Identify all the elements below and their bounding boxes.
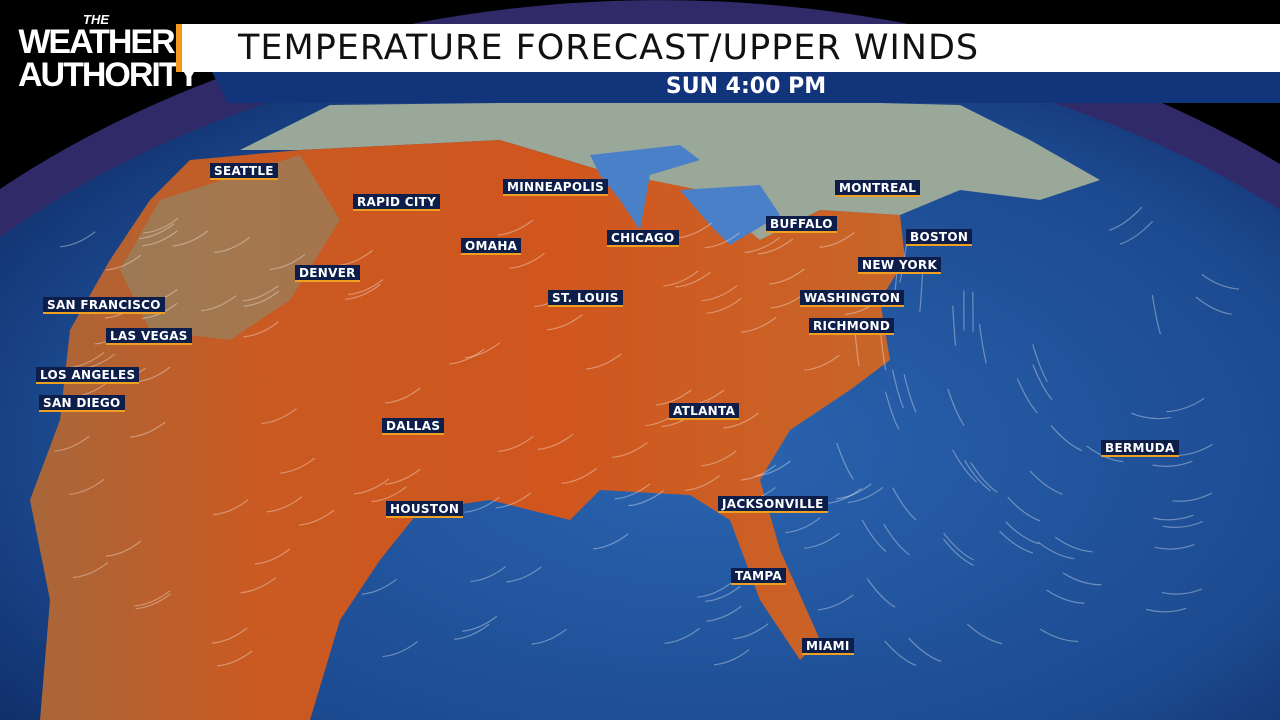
city-label-st-louis: ST. LOUIS xyxy=(548,290,623,307)
city-label-las-vegas: LAS VEGAS xyxy=(106,328,192,345)
city-label-san-francisco: SAN FRANCISCO xyxy=(43,297,165,314)
city-label-rapid-city: RAPID CITY xyxy=(353,194,440,211)
city-label-buffalo: BUFFALO xyxy=(766,216,837,233)
city-label-chicago: CHICAGO xyxy=(607,230,679,247)
city-label-montreal: MONTREAL xyxy=(835,180,920,197)
city-label-washington: WASHINGTON xyxy=(800,290,904,307)
city-label-minneapolis: MINNEAPOLIS xyxy=(503,179,608,196)
city-label-richmond: RICHMOND xyxy=(809,318,894,335)
city-label-san-diego: SAN DIEGO xyxy=(39,395,125,412)
city-label-los-angeles: LOS ANGELES xyxy=(36,367,139,384)
station-logo: THE WEATHER AUTHORITY xyxy=(18,14,174,91)
city-label-boston: BOSTON xyxy=(906,229,972,246)
city-label-new-york: NEW YORK xyxy=(858,257,941,274)
page-title: TEMPERATURE FORECAST/UPPER WINDS xyxy=(238,28,979,68)
city-label-seattle: SEATTLE xyxy=(210,163,278,180)
city-label-denver: DENVER xyxy=(295,265,360,282)
city-label-atlanta: ATLANTA xyxy=(669,403,739,420)
city-label-dallas: DALLAS xyxy=(382,418,444,435)
city-label-omaha: OMAHA xyxy=(461,238,521,255)
time-banner: SUN 4:00 PM xyxy=(212,72,1280,103)
city-label-tampa: TAMPA xyxy=(731,568,786,585)
city-label-houston: HOUSTON xyxy=(386,501,463,518)
title-banner: TEMPERATURE FORECAST/UPPER WINDS xyxy=(176,24,1280,72)
city-label-bermuda: BERMUDA xyxy=(1101,440,1179,457)
city-label-miami: MIAMI xyxy=(802,638,854,655)
city-label-jacksonville: JACKSONVILLE xyxy=(718,496,828,513)
forecast-time: SUN 4:00 PM xyxy=(212,74,1280,99)
